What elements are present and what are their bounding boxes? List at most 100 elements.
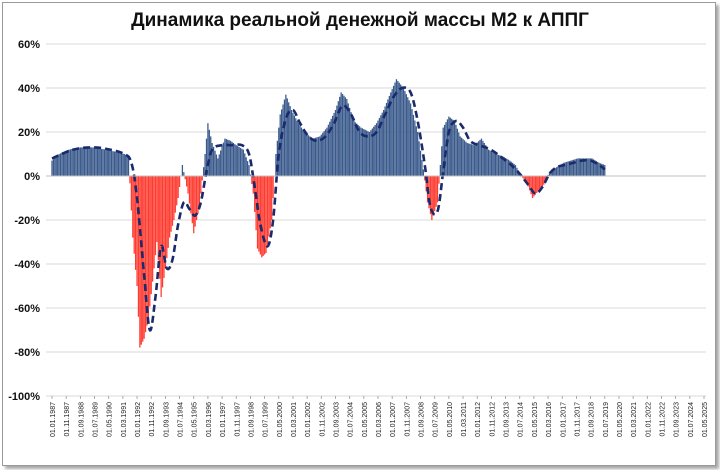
bar [174, 176, 176, 213]
bar [220, 150, 222, 176]
bar [109, 150, 111, 176]
bar [268, 176, 270, 237]
bar [275, 154, 277, 176]
bar [134, 176, 137, 270]
bar [271, 176, 273, 220]
bar [434, 176, 436, 212]
bar [244, 153, 246, 176]
bar [100, 148, 103, 176]
x-tick-label: 01.07.1989 [93, 402, 100, 437]
x-tick-label: 01.11.1987 [64, 402, 71, 437]
bar [266, 176, 269, 245]
bar [350, 112, 352, 176]
bar [234, 144, 236, 176]
bar [575, 158, 578, 176]
bar [363, 129, 365, 176]
bar [177, 176, 179, 198]
bar [553, 168, 555, 176]
x-tick-label: 01.09.2003 [333, 402, 340, 437]
bar [205, 138, 208, 176]
bars [51, 79, 606, 348]
bar [371, 128, 373, 176]
x-tick-label: 01.03.2006 [376, 402, 383, 437]
x-tick-label: 01.07.1994 [178, 402, 185, 437]
bar [292, 112, 294, 176]
bar [69, 149, 72, 176]
bar [480, 138, 483, 176]
bar [251, 176, 253, 185]
bar [212, 146, 215, 176]
bar [409, 103, 412, 176]
bar [463, 140, 466, 176]
bar [272, 176, 274, 198]
bar [303, 132, 305, 176]
bar [249, 174, 252, 176]
bar [353, 121, 355, 176]
bar [214, 150, 216, 176]
bar [322, 132, 324, 176]
bar [604, 165, 606, 176]
bar [238, 146, 240, 176]
bar [370, 130, 372, 176]
bar [157, 176, 159, 261]
bar [388, 95, 390, 176]
bar [75, 148, 77, 176]
bar [178, 176, 181, 187]
bar [242, 149, 244, 176]
bar [58, 154, 60, 176]
bar [204, 154, 206, 176]
bar [564, 162, 566, 176]
bar [441, 146, 443, 176]
bar [456, 128, 459, 176]
bar [432, 176, 434, 216]
bar [523, 176, 525, 180]
bar [405, 94, 407, 176]
bar [514, 165, 517, 176]
x-tick-label: 01.05.2000 [277, 402, 284, 437]
trend-path [51, 86, 606, 332]
bar [241, 148, 243, 176]
bar [221, 146, 223, 176]
bar [402, 88, 405, 176]
bar [326, 127, 328, 176]
bar [151, 176, 154, 282]
bar [237, 146, 239, 176]
bar [448, 116, 450, 176]
bar [340, 92, 342, 176]
bar [127, 156, 130, 176]
bar [506, 158, 508, 176]
bar [490, 151, 493, 176]
bar [570, 160, 572, 176]
bar [346, 99, 348, 176]
x-tick-label: 01.07.2009 [433, 402, 440, 437]
bar [598, 162, 600, 176]
x-tick-label: 01.01.2002 [305, 402, 312, 437]
x-tick-label: 01.07.1999 [263, 402, 270, 437]
bar [349, 107, 351, 176]
bar [153, 176, 155, 269]
bar [419, 150, 422, 176]
bar [594, 160, 596, 176]
bar [116, 152, 118, 176]
bar [68, 149, 70, 176]
bar [360, 127, 362, 176]
bar [383, 110, 385, 176]
bar [122, 153, 124, 176]
bar [347, 103, 349, 176]
bar [414, 120, 416, 176]
bar [283, 99, 286, 176]
bar [259, 176, 261, 255]
bar [509, 160, 511, 176]
bar [61, 152, 63, 176]
bar [256, 176, 259, 249]
x-tick-label: 01.05.2005 [362, 402, 369, 437]
bar [493, 153, 495, 176]
bar [422, 169, 424, 176]
bar [527, 176, 529, 187]
bar [495, 154, 497, 176]
bar [52, 159, 55, 176]
bar [599, 163, 602, 176]
bar [602, 164, 605, 176]
bar [327, 124, 330, 176]
bar [300, 127, 303, 176]
